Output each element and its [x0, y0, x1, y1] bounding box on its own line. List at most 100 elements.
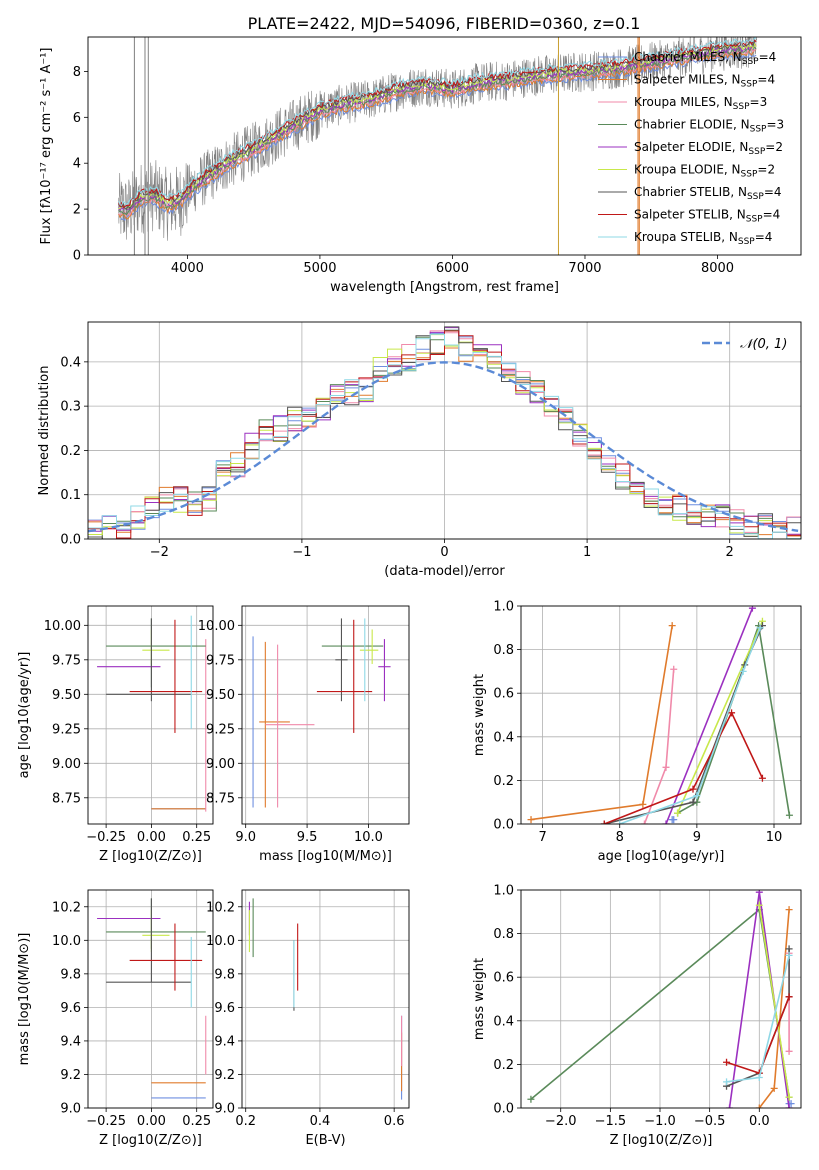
weight-series-line	[604, 710, 764, 824]
weight-marker	[639, 800, 647, 808]
y-tick-label: 9.25	[206, 722, 235, 737]
legend-entry: Chabrier STELIB, NSSP=4	[634, 185, 782, 202]
y-tick-label: 0.6	[493, 971, 514, 986]
x-axis-label: Z [log10(Z/Z⊙)]	[99, 849, 202, 864]
errorbar-point	[106, 618, 192, 702]
legend-entry: Salpeter STELIB, NSSP=4	[634, 208, 780, 225]
y-tick-label: 9.75	[206, 653, 235, 668]
y-tick-label: 0	[73, 249, 81, 264]
weight-marker	[670, 816, 678, 824]
spectrum-legend: Chabrier MILES, NSSP=4 Salpeter MILES, NS…	[598, 50, 784, 247]
model-spectrum-line	[118, 42, 757, 210]
axes-frame	[520, 889, 802, 1109]
axes-frame	[87, 605, 214, 825]
y-tick-label: 0.8	[493, 643, 514, 658]
y-tick-label: 1.0	[493, 600, 514, 615]
errorbar-point	[142, 910, 170, 953]
weight-series-line	[530, 625, 673, 821]
errorbars	[97, 898, 207, 1099]
y-tick-label: 8	[73, 65, 81, 80]
weight-marker	[662, 763, 670, 771]
y-tick-label: 10.2	[52, 900, 81, 915]
y-tick-label: 0.0	[493, 818, 514, 833]
x-tick-label: −0.25	[86, 830, 126, 845]
x-tick-label: 9.5	[297, 830, 318, 845]
x-axis-label: age [log10(age/yr)]	[598, 849, 725, 864]
x-tick-label: 7000	[568, 261, 601, 276]
errorbar-point	[359, 629, 379, 664]
weight-series-line	[665, 607, 754, 824]
y-tick-label: 9.50	[52, 688, 81, 703]
weight-marker	[689, 785, 697, 793]
y-tick-label: 9.2	[60, 1068, 81, 1083]
residuals-axes: −2 −1 0 1 2 0.0 0.1 0.2 0.3 0.4 (data-model)/error…	[37, 321, 802, 579]
errorbars	[248, 898, 403, 1100]
x-tick-label: 10.0	[354, 830, 383, 845]
y-tick-label: 0.4	[493, 730, 514, 745]
model-spectrum-line	[118, 50, 757, 221]
y-tick-label: 10.0	[206, 934, 235, 949]
x-tick-label: −2	[150, 545, 169, 560]
x-axis-label: Z [log10(Z/Z⊙)]	[99, 1133, 202, 1148]
weight-series-line	[676, 620, 764, 814]
y-tick-label: 10.2	[206, 900, 235, 915]
weight-marker	[748, 606, 756, 612]
x-tick-label: 10	[766, 830, 783, 845]
legend-entry: Salpeter MILES, NSSP=4	[634, 73, 775, 90]
spectrum-axes: 4000 5000 6000 7000 8000 0 2 4 6 8 wavelength [Ang…	[39, 36, 802, 295]
y-tick-label: 0.1	[60, 488, 81, 503]
weight-marker	[785, 1047, 793, 1055]
x-tick-label: −1	[292, 545, 311, 560]
y-tick-label: 9.0	[60, 1102, 81, 1117]
weight-marker	[785, 993, 793, 1001]
x-tick-label: 9	[693, 830, 701, 845]
x-tick-label: 0.25	[182, 830, 211, 845]
y-tick-label: 8.75	[206, 791, 235, 806]
y-tick-label: 2	[73, 203, 81, 218]
legend-entry: Kroupa ELODIE, NSSP=2	[634, 163, 775, 180]
weight-marker	[758, 774, 766, 782]
mass_vs_Z-axes: −0.25 0.00 0.25 9.0 9.2 9.4 9.6 9.8 10.0 10.2 Z [l…	[17, 889, 214, 1148]
x-tick-label: 0.2	[235, 1114, 256, 1129]
weight-marker	[785, 811, 793, 819]
weight-marker	[755, 1104, 763, 1108]
y-axis-label: age [log10(age/yr)]	[17, 652, 32, 779]
model-spectrum-line	[118, 39, 757, 211]
axes-frame	[87, 321, 802, 540]
y-tick-label: 9.50	[206, 688, 235, 703]
axes-frame	[241, 605, 410, 825]
y-tick-label: 0.8	[493, 927, 514, 942]
legend-entry: Salpeter ELODIE, NSSP=2	[634, 140, 783, 157]
weight-marker	[755, 1073, 763, 1081]
y-tick-label: 9.25	[52, 722, 81, 737]
weight-marker	[670, 665, 678, 673]
weight-series-line	[604, 625, 764, 824]
mass_vs_ebv-axes: 0.2 0.4 0.6 9.0 9.2 9.4 9.6 9.8 10.0 10.2 E(B-V)	[206, 889, 410, 1148]
weight-marker	[616, 820, 624, 824]
weight-series-line	[619, 627, 761, 824]
weight-marker	[756, 624, 764, 632]
legend-entry: Kroupa STELIB, NSSP=4	[634, 230, 772, 247]
x-tick-label: 0.4	[310, 1114, 331, 1129]
y-tick-label: 0.4	[493, 1014, 514, 1029]
x-tick-label: −1.0	[644, 1114, 676, 1129]
weights_vs_Z-axes: −2.0 −1.5 −1.0 −0.5 0.0 0.0 0.2 0.4 0.6 0.8 1.0 Z […	[472, 884, 802, 1148]
y-tick-label: 9.8	[60, 967, 81, 982]
x-tick-label: 0.6	[384, 1114, 405, 1129]
x-tick-label: −2.0	[545, 1114, 577, 1129]
x-tick-label: 2	[726, 545, 734, 560]
x-axis-label: wavelength [Angstrom, rest frame]	[330, 280, 559, 295]
legend-entry: Chabrier MILES, NSSP=4	[634, 50, 776, 67]
x-tick-label: 8	[616, 830, 624, 845]
axes-frame	[520, 605, 802, 825]
y-tick-label: 9.00	[52, 757, 81, 772]
weight-marker	[527, 816, 535, 824]
x-tick-label: 4000	[171, 261, 204, 276]
errorbar-point	[316, 619, 373, 733]
errorbar-point	[129, 619, 203, 733]
model-spectrum-line	[118, 37, 757, 206]
x-tick-label: 8000	[701, 261, 734, 276]
x-tick-label: 5000	[303, 261, 336, 276]
weight-lines	[527, 890, 795, 1108]
y-axis-label: Flux [fλ10⁻¹⁷ erg cm⁻² s⁻¹ A⁻¹]	[39, 48, 54, 245]
